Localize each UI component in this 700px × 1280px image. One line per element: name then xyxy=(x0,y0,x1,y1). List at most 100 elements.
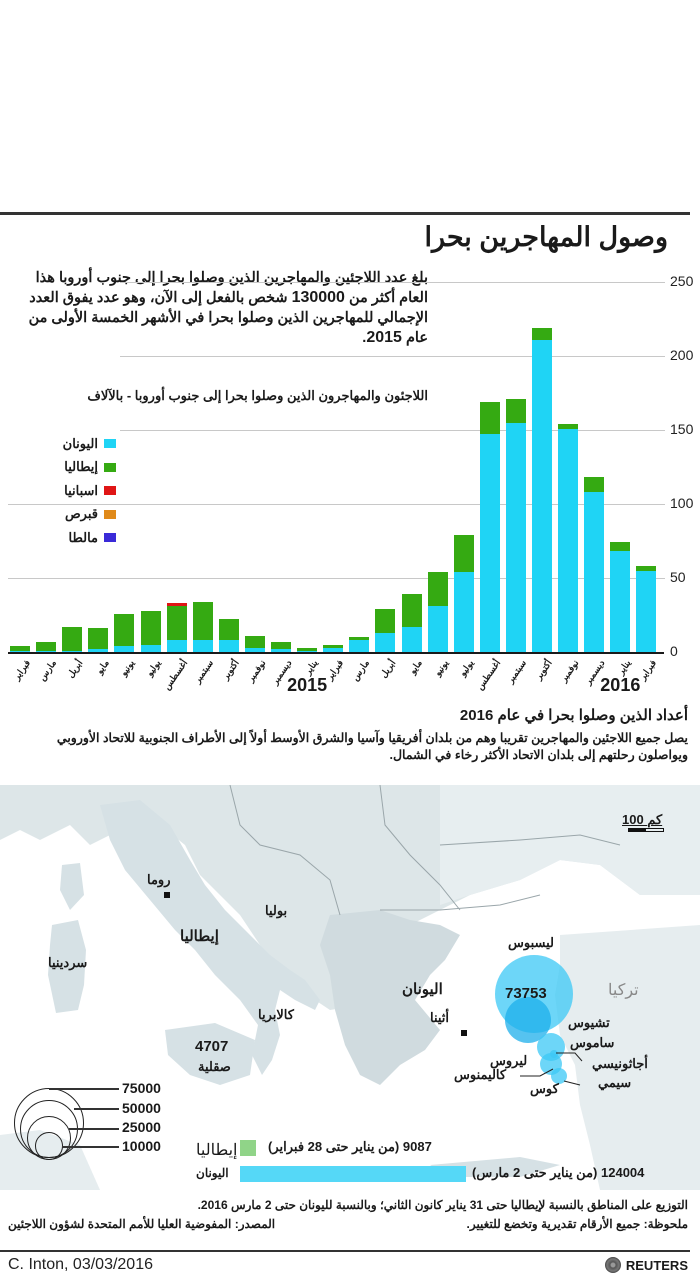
total-italy-bar xyxy=(240,1140,256,1156)
bar-stack xyxy=(505,398,526,652)
legend-swatch xyxy=(104,486,116,496)
legend-item-cyprus: قبرص xyxy=(16,503,116,527)
y-tick-label: 0 xyxy=(670,643,678,659)
bar-stack xyxy=(218,618,239,652)
label-sardinia: سردينيا xyxy=(48,955,88,970)
label-sicily-value: 4707 xyxy=(195,1038,229,1055)
label-kalymnos: كاليمنوس xyxy=(454,1067,507,1082)
bar-stack xyxy=(375,609,396,652)
bar-segment xyxy=(427,606,448,652)
bar-segment xyxy=(192,640,213,652)
bar-segment xyxy=(192,601,213,641)
gridline xyxy=(120,282,665,283)
bar-segment xyxy=(140,644,161,652)
bar-stack xyxy=(88,628,109,652)
bar-segment xyxy=(166,640,187,652)
total-italy-country: إيطاليا xyxy=(196,1142,238,1159)
bar-stack xyxy=(453,535,474,652)
x-tick-label: أكتوبر xyxy=(220,658,242,682)
bar-segment xyxy=(297,650,318,652)
total-greece-country: اليونان xyxy=(196,1166,229,1180)
total-italy-text: 9087 (من يناير حتى 28 فبراير) xyxy=(268,1139,432,1155)
label-chios: تشيوس xyxy=(568,1015,610,1030)
bar-segment xyxy=(610,542,631,552)
x-tick-label: سبتمبر xyxy=(505,658,529,685)
y-tick-label: 150 xyxy=(670,421,694,437)
bar-segment xyxy=(427,572,448,607)
legend-swatch xyxy=(104,462,116,472)
bar-segment xyxy=(401,626,422,652)
total-greece-value: 124004 xyxy=(601,1165,645,1180)
bar-segment xyxy=(271,649,291,652)
bar-stack xyxy=(166,603,187,652)
bar-segment xyxy=(636,570,657,652)
chart-subtitle: اللاجئون والمهاجرون الذين وصلوا بحرا إلى… xyxy=(87,388,428,403)
intro-part: . xyxy=(362,330,367,346)
bottom-rule xyxy=(0,1250,690,1252)
bar-segment xyxy=(532,327,552,340)
x-tick-label: يوليو xyxy=(457,658,476,678)
x-tick-label: نوفمبر xyxy=(558,658,581,684)
bar-segment xyxy=(244,647,265,652)
city-marker-rome xyxy=(164,892,170,898)
x-tick-label: يونيو xyxy=(118,658,137,678)
legend-item-malta: مالطا xyxy=(16,526,116,550)
intro-part: شخص بالفعل إلى الآن، وهو عدد يفوق العدد … xyxy=(28,290,428,346)
bar-chart: 0 50 100 150 200 250 فبراير مارس أبريل مايو يونيو ي… xyxy=(0,270,700,700)
map-heading: أعداد الذين وصلوا بحرا في عام 2016 xyxy=(459,707,688,724)
bar-stack xyxy=(323,644,344,652)
x-tick-label: أغسطس xyxy=(161,658,189,692)
ring-label: 10000 xyxy=(122,1138,161,1154)
bar-segment xyxy=(584,492,605,652)
bar-stack xyxy=(114,613,135,652)
ring-leader xyxy=(69,1128,119,1130)
bar-segment xyxy=(532,339,552,652)
x-tick-label: مارس xyxy=(36,658,59,683)
x-tick-label: مايو xyxy=(93,658,111,676)
legend-label: إيطاليا xyxy=(64,459,98,475)
total-greece-bar xyxy=(240,1166,466,1182)
bar-segment xyxy=(62,650,83,652)
ring-leader xyxy=(74,1108,119,1110)
reuters-brand: REUTERS xyxy=(604,1257,688,1273)
x-tick-label: سبتمبر xyxy=(191,658,215,685)
bar-segment xyxy=(558,424,579,429)
bar-stack xyxy=(271,641,291,652)
map-background xyxy=(0,785,700,1190)
bar-segment xyxy=(10,646,30,652)
x-tick-label: أغسطس xyxy=(474,658,503,692)
x-tick-label: يونيو xyxy=(431,658,450,678)
label-sicily: صقلية xyxy=(198,1059,231,1074)
gridline xyxy=(120,430,665,431)
y-tick-label: 250 xyxy=(670,273,694,289)
bar-segment xyxy=(323,644,344,648)
x-tick-label: مارس xyxy=(350,658,372,683)
label-greece: اليونان xyxy=(402,981,443,998)
total-italy-period: (من يناير حتى 28 فبراير) xyxy=(268,1139,400,1154)
total-greece-text: 124004 (من يناير حتى 2 مارس) xyxy=(472,1165,644,1181)
bar-stack xyxy=(479,401,500,652)
gridline xyxy=(8,578,665,579)
bar-segment xyxy=(62,626,83,651)
bar-stack xyxy=(140,610,161,652)
legend-label: قبرص xyxy=(64,506,98,522)
bar-segment xyxy=(401,594,422,627)
note-distribution: التوزيع على المناطق بالنسبة لإيطاليا حتى… xyxy=(197,1198,688,1212)
bar-segment xyxy=(636,566,657,571)
bar-stack xyxy=(62,626,83,652)
credit-text: C. Inton, 03/03/2016 xyxy=(8,1256,153,1273)
legend-item-greece: اليونان xyxy=(16,432,116,456)
map: روما بوليا إيطاليا سردينيا كالابريا 4707… xyxy=(0,785,700,1190)
bubble-size-legend: 75000 50000 25000 10000 xyxy=(14,1080,214,1188)
bubble-kos xyxy=(551,1068,567,1084)
bar-segment xyxy=(218,619,239,641)
x-tick-label: فبراير xyxy=(637,658,659,682)
bar-segment xyxy=(88,628,109,650)
bar-segment xyxy=(558,428,579,652)
bar-stack xyxy=(558,424,579,652)
label-puglia: بوليا xyxy=(265,903,288,918)
legend-label: مالطا xyxy=(68,529,98,545)
bar-stack xyxy=(427,572,448,652)
intro-year: 2015 xyxy=(366,329,402,346)
year-label: 2015 xyxy=(287,675,328,695)
